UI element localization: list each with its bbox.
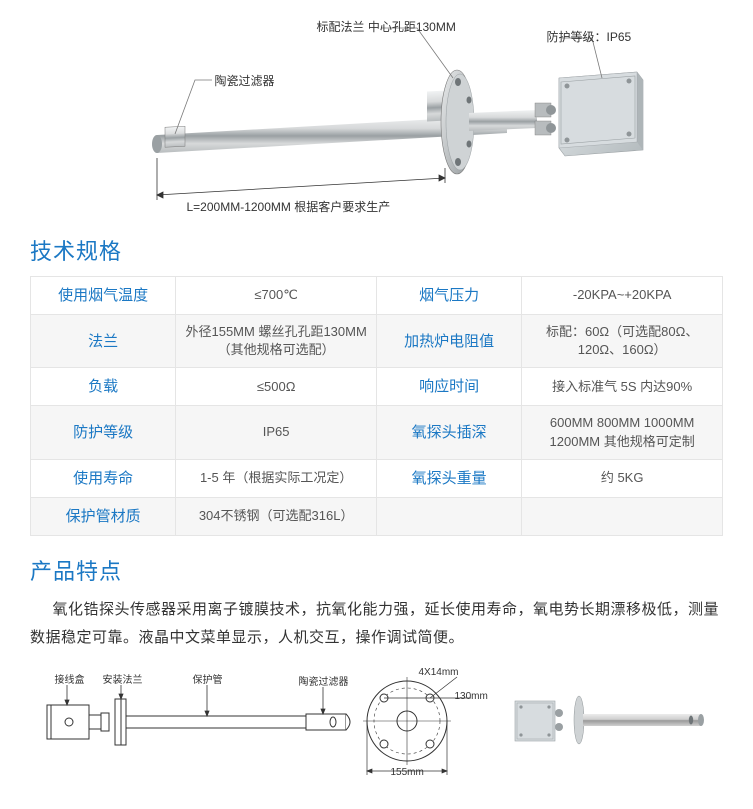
spec-value: 304不锈钢（可选配316L） [176, 497, 377, 535]
table-row: 使用烟气温度 ≤700℃ 烟气压力 -20KPA~+20KPA [31, 277, 723, 315]
dw-label-dia: 155mm [391, 767, 424, 778]
spec-heading: 技术规格 [30, 234, 723, 266]
callout-flange: 标配法兰 中心孔距130MM [317, 18, 456, 35]
spec-value [522, 497, 723, 535]
features-body: 氧化锆探头传感器采用离子镀膜技术，抗氧化能力强，延长使用寿命，氧电势长期漂移极低… [30, 596, 723, 653]
spec-value: 标配：60Ω（可选配80Ω、120Ω、160Ω） [522, 315, 723, 368]
spec-label: 使用烟气温度 [31, 277, 176, 315]
spec-label: 氧探头插深 [376, 406, 521, 459]
spec-label: 负载 [31, 368, 176, 406]
spec-label: 氧探头重量 [376, 459, 521, 497]
spec-value: 600MM 800MM 1000MM 1200MM 其他规格可定制 [522, 406, 723, 459]
spec-label: 使用寿命 [31, 459, 176, 497]
spec-label: 响应时间 [376, 368, 521, 406]
engineering-drawing: 接线盒 安装法兰 保护管 陶瓷过滤器 4X14mm 130mm 155mm [37, 663, 717, 783]
features-heading: 产品特点 [30, 554, 723, 586]
spec-label [376, 497, 521, 535]
table-row: 使用寿命 1-5 年（根据实际工况定） 氧探头重量 约 5KG [31, 459, 723, 497]
table-row: 负载 ≤500Ω 响应时间 接入标准气 5S 内达90% [31, 368, 723, 406]
spec-value: ≤500Ω [176, 368, 377, 406]
spec-label: 加热炉电阻值 [376, 315, 521, 368]
spec-label: 法兰 [31, 315, 176, 368]
spec-value: 外径155MM 螺丝孔孔距130MM（其他规格可选配） [176, 315, 377, 368]
dw-label-junction: 接线盒 [55, 671, 85, 686]
table-row: 法兰 外径155MM 螺丝孔孔距130MM（其他规格可选配） 加热炉电阻值 标配… [31, 315, 723, 368]
dw-label-flange: 安装法兰 [103, 671, 143, 686]
spec-table: 使用烟气温度 ≤700℃ 烟气压力 -20KPA~+20KPA 法兰 外径155… [30, 276, 723, 536]
dw-label-boltdist: 130mm [455, 691, 488, 702]
spec-value: 接入标准气 5S 内达90% [522, 368, 723, 406]
callout-filter: 陶瓷过滤器 [215, 72, 275, 89]
callout-length: L=200MM-1200MM 根据客户要求生产 [187, 198, 391, 215]
spec-value: IP65 [176, 406, 377, 459]
spec-value: 约 5KG [522, 459, 723, 497]
spec-value: ≤700℃ [176, 277, 377, 315]
dw-label-bolt: 4X14mm [419, 667, 459, 678]
spec-label: 防护等级 [31, 406, 176, 459]
spec-value: 1-5 年（根据实际工况定） [176, 459, 377, 497]
hero-diagram: 陶瓷过滤器 标配法兰 中心孔距130MM 防护等级：IP65 L=200MM-1… [37, 0, 717, 230]
spec-label: 保护管材质 [31, 497, 176, 535]
table-row: 保护管材质 304不锈钢（可选配316L） [31, 497, 723, 535]
dw-label-filter: 陶瓷过滤器 [299, 673, 349, 688]
spec-value: -20KPA~+20KPA [522, 277, 723, 315]
callout-ip: 防护等级：IP65 [547, 28, 632, 45]
table-row: 防护等级 IP65 氧探头插深 600MM 800MM 1000MM 1200M… [31, 406, 723, 459]
dw-label-tube: 保护管 [193, 671, 223, 686]
spec-label: 烟气压力 [376, 277, 521, 315]
